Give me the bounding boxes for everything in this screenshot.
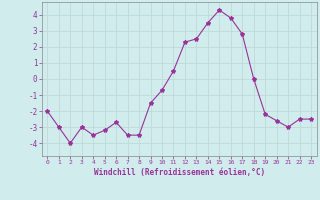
X-axis label: Windchill (Refroidissement éolien,°C): Windchill (Refroidissement éolien,°C) [94, 168, 265, 177]
